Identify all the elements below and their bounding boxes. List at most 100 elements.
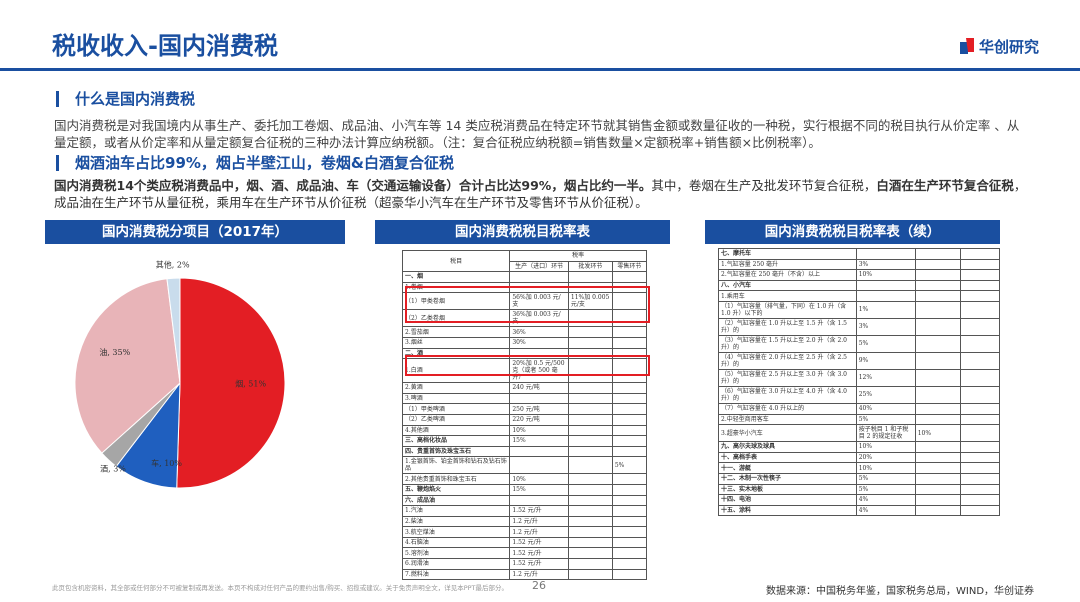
table-cell: [959, 462, 1001, 474]
table-cell: [914, 441, 961, 453]
header-row: 税目 税率: [401, 249, 647, 273]
table-cell: 1.52 元/升: [509, 547, 569, 560]
table-row: 四、贵重首饰及珠宝玉石: [401, 445, 648, 458]
table-row: 4.其他酒 10%: [401, 424, 648, 437]
table-cell: [914, 290, 961, 302]
table-cell: [611, 505, 648, 517]
table-cell: 1.52 元/升: [509, 536, 569, 549]
table-cell: 1.2 元/升: [509, 526, 569, 538]
table-row: （1）甲类啤酒 250 元/吨: [401, 403, 648, 415]
table-cell: [567, 326, 613, 338]
panel-title: 国内消费税税目税率表（续）: [705, 220, 1000, 244]
table-cell: [959, 441, 1001, 453]
table-cell: 十三、实木地板: [718, 483, 857, 496]
table-row: （2）乙类啤酒 220 元/吨: [401, 413, 648, 426]
table-cell: 40%: [855, 402, 916, 415]
table-cell: [567, 424, 613, 437]
table-cell: [567, 271, 613, 283]
table-cell: 7.燃料油: [401, 568, 511, 581]
table-cell: [611, 558, 648, 570]
table-cell: 十一、游艇: [718, 462, 857, 474]
table-cell: [611, 435, 648, 447]
table-cell: [959, 248, 1001, 260]
table-cell: 3.航空煤油: [401, 526, 511, 538]
table-cell: [959, 258, 1001, 271]
table-cell: 20%: [855, 451, 916, 464]
table-cell: 1.白酒: [401, 358, 511, 384]
table-cell: [611, 392, 648, 405]
table-cell: [959, 504, 1001, 517]
panel-title: 国内消费税税目税率表: [375, 220, 670, 244]
table-cell: [611, 403, 648, 415]
table-cell: 20%加 0.5 元/500 克（或者 500 毫升）: [509, 358, 569, 384]
table-row: 2.中轻型商用客车 5%: [718, 413, 1001, 426]
table-cell: [914, 300, 961, 319]
table-cell: [914, 248, 961, 260]
table-row: 2.雪茄烟 36%: [401, 326, 648, 338]
brand-name: 华创研究: [979, 38, 1039, 56]
disclaimer: 此页包含机密资料，其全部或任何部分不可被复制或再发送。本页不构成对任何产品的要约…: [52, 584, 508, 592]
table-cell: [855, 290, 916, 302]
table-row: 7.燃料油 1.2 元/升: [401, 568, 648, 581]
table-cell: 2.黄酒: [401, 382, 511, 394]
table-cell: [611, 568, 648, 581]
table-cell: 十二、木制一次性筷子: [718, 472, 857, 485]
table-cell: 10%: [914, 424, 961, 443]
panel-title: 国内消费税分项目（2017年）: [45, 220, 345, 244]
data-label: 酒, 3%: [100, 464, 126, 473]
table-cell: 10%: [855, 462, 916, 474]
table-cell: 1.气缸容量 250 毫升: [718, 258, 857, 271]
table-cell: [611, 271, 648, 283]
highlight-box: [405, 355, 650, 376]
table-cell: 25%: [855, 385, 916, 404]
slide-title: 税收收入-国内消费税: [52, 32, 278, 60]
rate-table: 税目 税率 生产（进口）环节 批发环节 零售环节 一、烟 1.卷烟 （1）甲类卷烟 56%加 0…: [401, 249, 648, 581]
table-cell: [567, 473, 613, 485]
table-cell: [959, 368, 1001, 387]
table-cell: [914, 317, 961, 336]
table-cell: 2.柴油: [401, 515, 511, 528]
table-cell: [567, 536, 613, 549]
table-cell: [611, 413, 648, 426]
table-cell: [914, 334, 961, 353]
table-cell: [567, 435, 613, 447]
table: 税目 税率 生产（进口）环节 批发环节 零售环节 一、烟 1.卷烟 （1）甲类卷烟 56%加 0…: [401, 249, 648, 581]
table-row: 3.烟丝 30%: [401, 336, 648, 349]
table-row: （5）气缸容量在 2.5 升以上至 3.0 升（含 3.0 升）的 12%: [718, 368, 1001, 387]
table-cell: 10%: [509, 424, 569, 437]
table-row: 七、摩托车: [718, 248, 1001, 260]
table-cell: [567, 413, 613, 426]
table-cell: 2.气缸容量在 250 毫升（不含）以上: [718, 269, 857, 281]
table-cell: [959, 290, 1001, 302]
table-cell: （2）气缸容量在 1.0 升以上至 1.5 升（含 1.5 升）的: [718, 317, 857, 336]
data-label: 烟, 51%: [235, 379, 266, 388]
table-cell: 十五、涂料: [718, 504, 857, 517]
data-label: 其他, 2%: [156, 260, 190, 270]
table-cell: 15%: [509, 483, 569, 496]
table-row: 1.金银首饰、铂金首饰和钻石及钻石饰品 5%: [401, 456, 648, 475]
table-cell: [959, 424, 1001, 443]
table-cell: 1.乘用车: [718, 290, 857, 302]
table-row: 1.汽油 1.52 元/升: [401, 505, 648, 517]
table-cell: 220 元/吨: [509, 413, 569, 426]
table-cell: 12%: [855, 368, 916, 387]
table-cell: [914, 462, 961, 474]
table-cell: [959, 402, 1001, 415]
table-cell: [567, 483, 613, 496]
table-cell: [855, 248, 916, 260]
table-cell: [509, 494, 569, 507]
table-cell: （6）气缸容量在 3.0 升以上至 4.0 升（含 4.0 升）的: [718, 385, 857, 404]
table-row: （7）气缸容量在 4.0 升以上的 40%: [718, 402, 1001, 415]
brand-logo: 华创研究: [960, 38, 1039, 56]
text-run: 白酒在生产环节复合征税: [876, 178, 1014, 193]
table-row: 十三、实木地板 5%: [718, 483, 1001, 496]
table-cell: 6.润滑油: [401, 558, 511, 570]
pie-slice: [166, 277, 181, 384]
table-cell: 1%: [855, 300, 916, 319]
table-row: 2.其他贵重首饰和珠宝玉石 10%: [401, 473, 648, 485]
table-cell: [959, 413, 1001, 426]
table-cell: [611, 547, 648, 560]
table-cell: [959, 269, 1001, 281]
table-cell: 五、鞭炮焰火: [401, 483, 511, 496]
table-cell: [567, 568, 613, 581]
